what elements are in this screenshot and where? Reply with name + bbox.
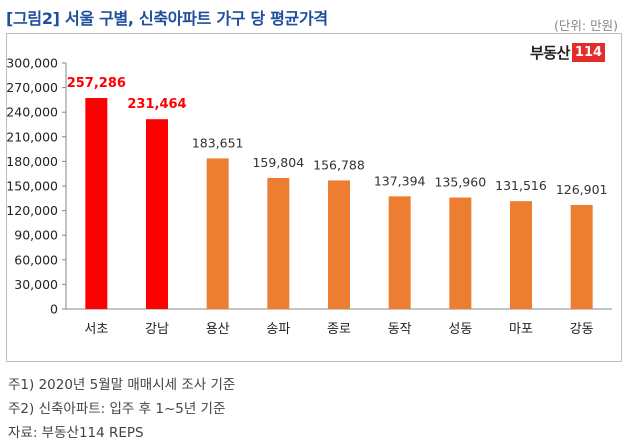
data-label: 131,516 — [495, 178, 547, 193]
data-label: 135,960 — [434, 175, 486, 190]
bar — [206, 158, 229, 309]
x-tick-label: 마포 — [509, 322, 533, 337]
logo-box: 114 — [571, 42, 606, 62]
x-tick-label: 종로 — [327, 322, 351, 337]
x-tick-label: 송파 — [266, 322, 290, 337]
x-tick-label: 동작 — [388, 322, 412, 337]
x-tick-label: 성동 — [448, 322, 472, 337]
y-tick-label: 90,000 — [14, 228, 58, 243]
data-label: 137,394 — [374, 173, 426, 188]
y-tick-label: 120,000 — [6, 203, 58, 218]
y-tick-label: 60,000 — [14, 252, 58, 267]
y-tick-label: 30,000 — [14, 277, 58, 292]
data-label: 126,901 — [556, 182, 608, 197]
bar — [328, 180, 350, 309]
y-tick-label: 270,000 — [6, 80, 58, 95]
footnote-2: 주2) 신축아파트: 입주 후 1~5년 기준 — [8, 401, 226, 417]
y-tick-label: 240,000 — [6, 105, 58, 120]
y-tick-label: 0 — [50, 302, 58, 317]
footnote-1: 주1) 2020년 5월말 매매시세 조사 기준 — [8, 377, 236, 393]
bar — [510, 201, 532, 309]
bar — [570, 204, 593, 309]
data-label: 183,651 — [192, 135, 244, 150]
chart-title: [그림2] 서울 구별, 신축아파트 가구 당 평균가격 — [6, 9, 328, 28]
y-tick-label: 180,000 — [6, 154, 58, 169]
unit-label: (단위: 만원) — [554, 18, 618, 33]
source-note: 자료: 부동산114 REPS — [8, 425, 144, 441]
x-tick-label: 강남 — [145, 322, 169, 337]
bar — [388, 196, 411, 309]
bar — [267, 177, 290, 309]
data-label: 257,286 — [67, 76, 126, 91]
x-tick-label: 용산 — [206, 322, 230, 337]
data-label: 156,788 — [313, 157, 365, 172]
data-label: 231,464 — [127, 97, 186, 112]
bar — [85, 98, 108, 309]
logo-text: 부동산 — [530, 43, 570, 62]
x-tick-label: 서초 — [84, 322, 108, 337]
bar — [449, 197, 472, 309]
y-tick-label: 210,000 — [6, 129, 58, 144]
data-label: 159,804 — [252, 155, 304, 170]
y-tick-label: 300,000 — [6, 56, 58, 71]
y-tick-label: 150,000 — [6, 179, 58, 194]
x-tick-label: 강동 — [570, 322, 594, 337]
bar — [146, 119, 168, 309]
brand-logo: 부동산 114 — [530, 41, 606, 63]
